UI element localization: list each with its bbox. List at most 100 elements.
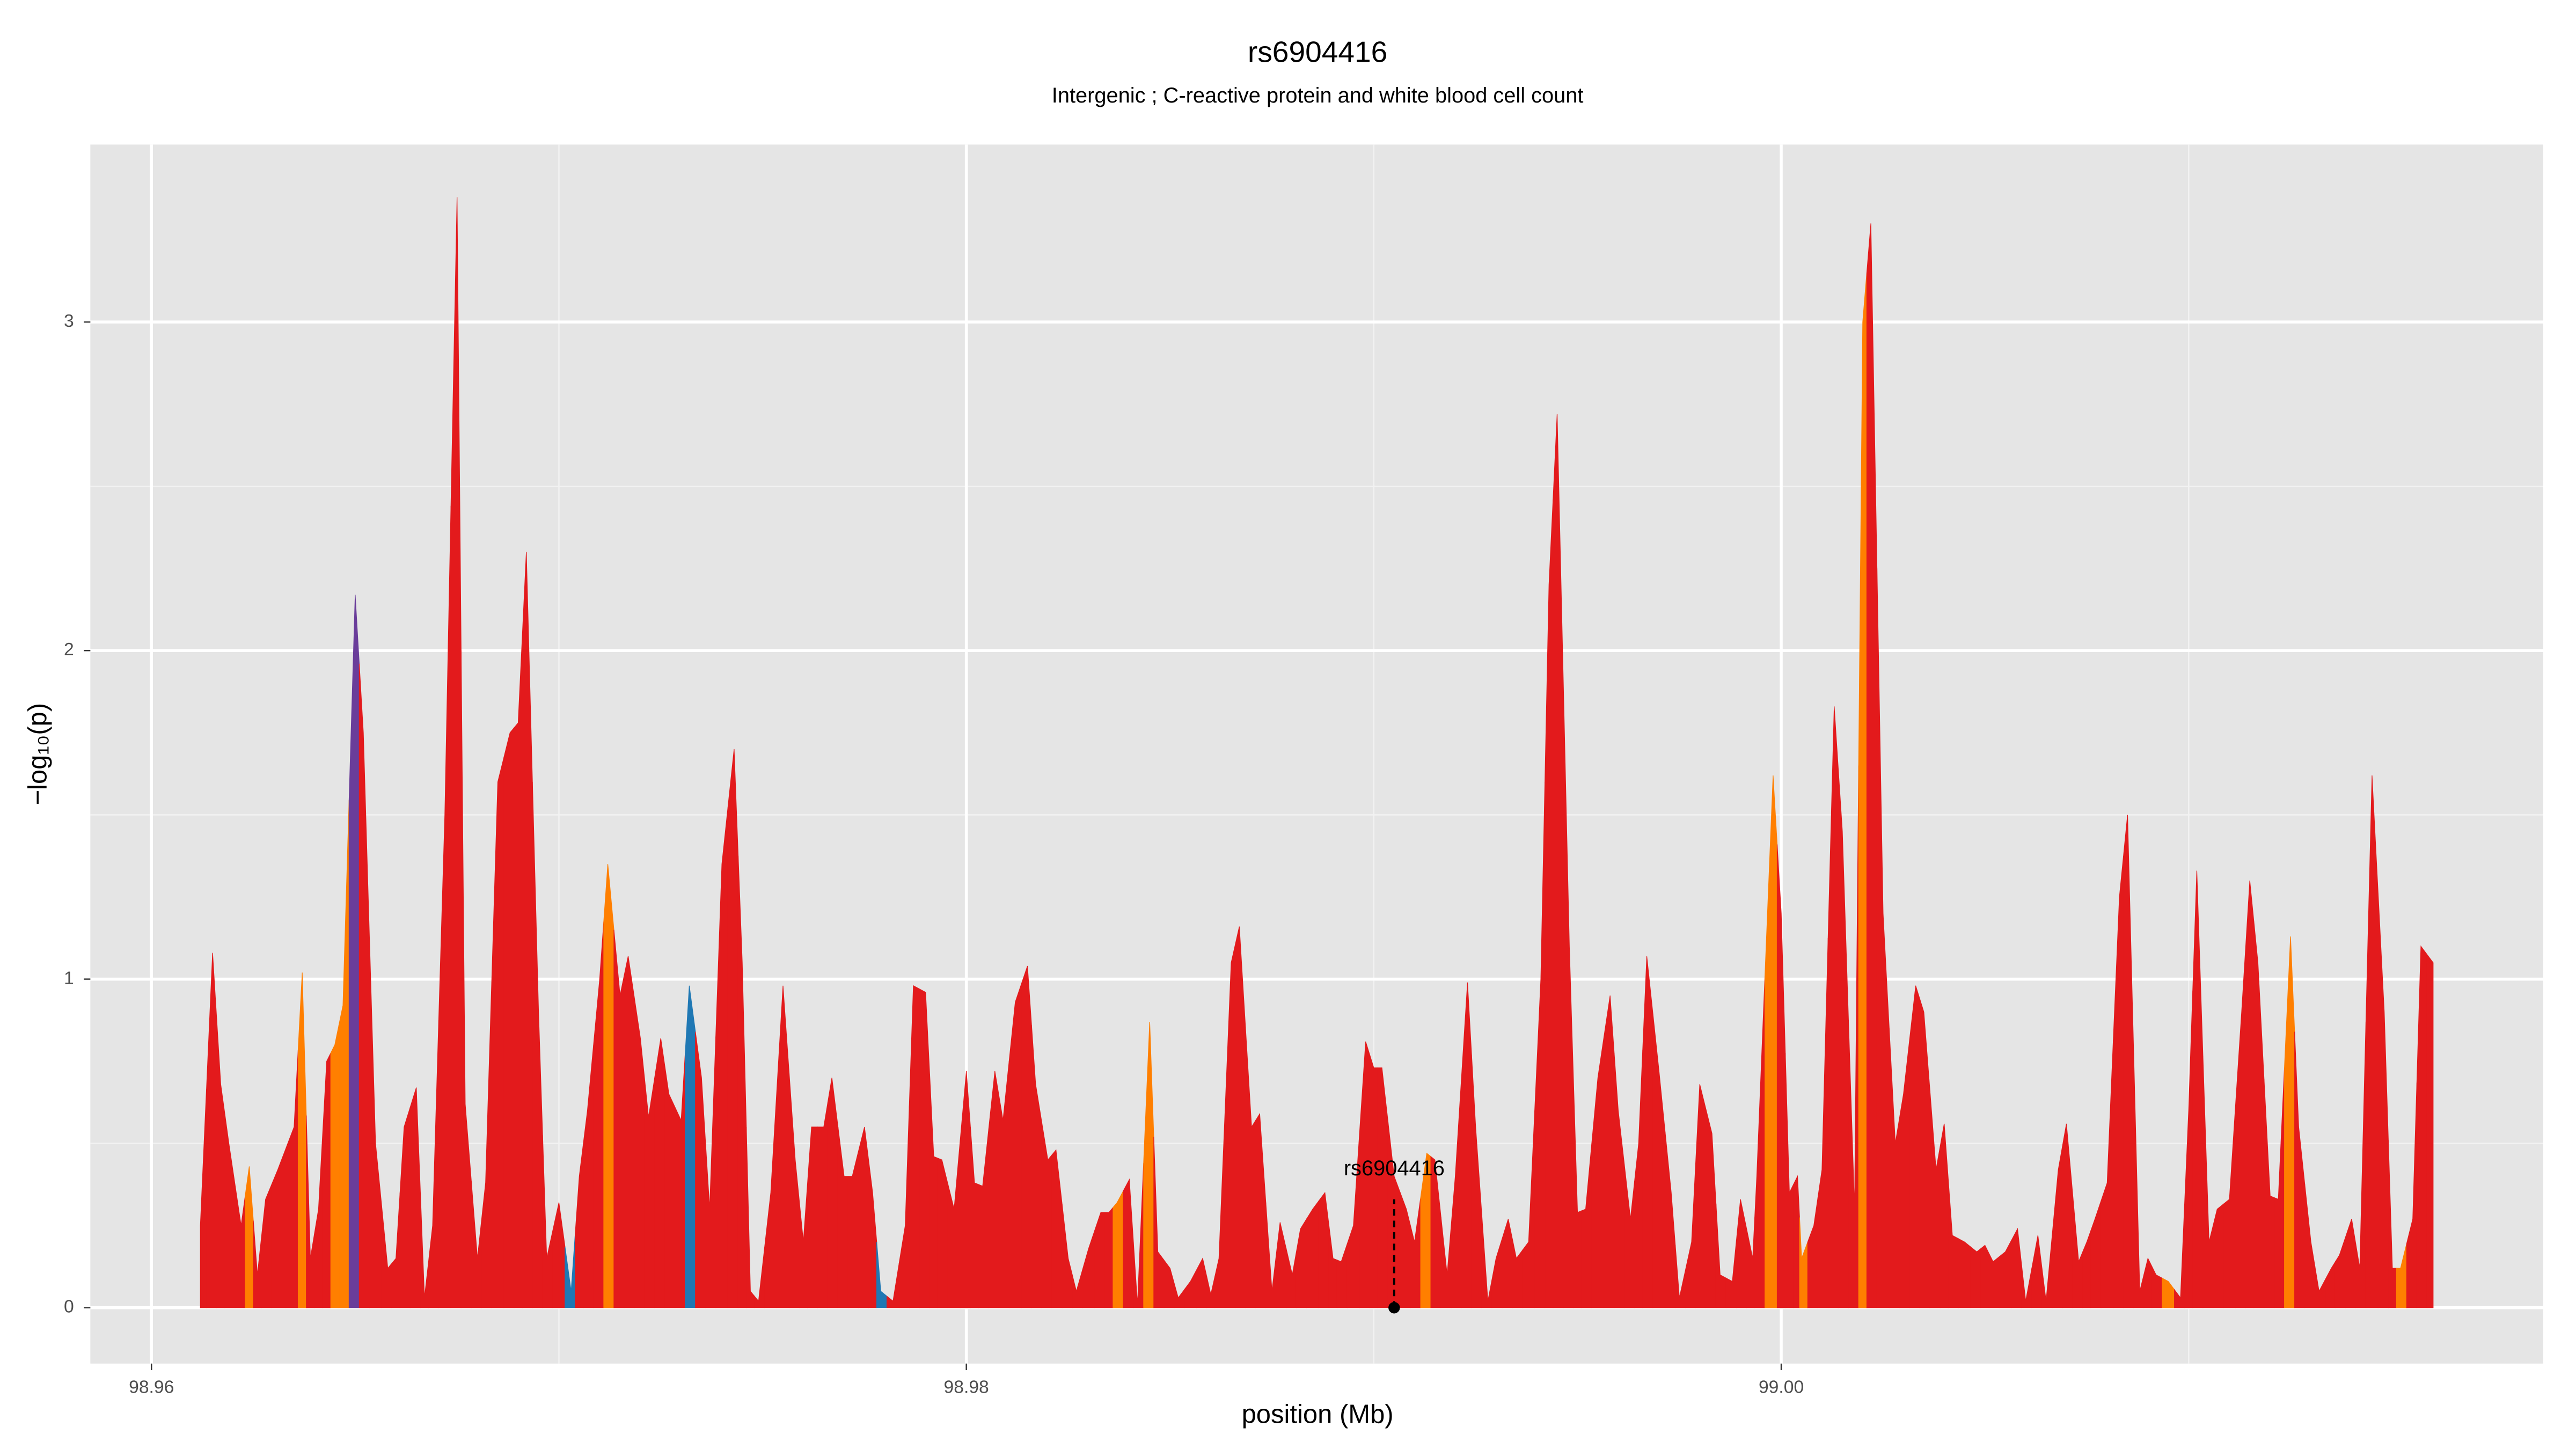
x-axis-label: position (Mb) (1242, 1400, 1394, 1429)
area-segment (358, 663, 370, 1308)
area-segment (2294, 1031, 2306, 1308)
area-segment (450, 197, 462, 1308)
y-axis-label: −log₁₀(p) (23, 703, 52, 806)
area-segment (420, 1192, 429, 1308)
area-segment (481, 982, 492, 1308)
area-segment (1980, 1245, 1989, 1308)
area-segment (868, 1160, 877, 1308)
area-segment (1174, 1283, 1185, 1308)
area-segment (1328, 1225, 1338, 1308)
area-segment (409, 1087, 421, 1308)
area-segment (2388, 1140, 2397, 1308)
area-segment (1940, 1123, 1949, 1308)
area-segment (2082, 1230, 2091, 1308)
area-segment (1255, 1113, 1267, 1308)
area-segment (1534, 782, 1546, 1308)
area-segment (438, 506, 451, 1308)
area-segment (988, 1071, 999, 1308)
area-segment (2274, 1067, 2285, 1308)
area-segment (644, 1078, 655, 1308)
area-segment (593, 921, 604, 1308)
area-segment (1062, 1204, 1073, 1308)
area-segment (399, 1107, 411, 1308)
area-segment (1041, 1122, 1052, 1308)
area-segment (245, 1166, 254, 1308)
area-segment (1286, 1248, 1297, 1308)
y-tick-label: 0 (64, 1297, 74, 1317)
annotations: rs6904416 (1344, 1157, 1445, 1314)
area-segment (491, 757, 504, 1308)
area-segment (1929, 1091, 1941, 1308)
area-segment (1817, 938, 1828, 1308)
area-segment (2253, 921, 2265, 1308)
area-segment (2162, 1277, 2175, 1308)
area-segment (460, 650, 472, 1308)
area-segment (1866, 223, 1878, 1308)
area-segment (1265, 1202, 1277, 1308)
area-segment (1306, 1199, 1319, 1308)
area-segment (1094, 1212, 1106, 1308)
area-segment (2416, 945, 2428, 1308)
area-segment (1245, 1027, 1256, 1308)
area-segment (206, 953, 217, 1308)
area-segment (2143, 1257, 2153, 1308)
area-segment (998, 1061, 1009, 1308)
area-segment (1082, 1230, 1095, 1308)
area-segment (583, 1044, 594, 1308)
area-segment (919, 988, 930, 1308)
area-segment (1909, 985, 1920, 1308)
area-segment (1420, 1152, 1431, 1308)
area-segment (1765, 775, 1778, 1308)
area (200, 197, 2434, 1308)
area-segment (2334, 1236, 2346, 1308)
area-segment (2113, 855, 2124, 1308)
area-segment (381, 1205, 392, 1308)
area-segment (1153, 1137, 1165, 1308)
area-segment (807, 1126, 818, 1308)
area-segment (1581, 1143, 1592, 1308)
area-segment (2021, 1265, 2032, 1308)
area-segment (1359, 1041, 1370, 1308)
area-segment (428, 1020, 440, 1308)
area-segment (1410, 1197, 1421, 1308)
area-segment (224, 1114, 236, 1308)
area-segment (1031, 1025, 1042, 1308)
area-segment (532, 782, 543, 1308)
area-segment (565, 1233, 576, 1308)
area-segment (2406, 1082, 2418, 1308)
area-segment (777, 985, 790, 1308)
area-segment (2315, 1267, 2326, 1308)
area-segment (1021, 965, 1032, 1308)
area-segment (1988, 1253, 2000, 1308)
area-segment (271, 1148, 287, 1308)
area-segment (1214, 1110, 1226, 1308)
area-segment (1471, 1055, 1482, 1308)
area-segment (575, 1143, 584, 1308)
area-segment (2304, 1184, 2316, 1308)
area-segment (1072, 1270, 1083, 1308)
area-segment (1276, 1222, 1287, 1308)
area-segment (2355, 1022, 2367, 1308)
area-segment (858, 1126, 869, 1308)
area-segment (2426, 953, 2434, 1308)
area-segment (929, 1074, 939, 1308)
area-segment (1184, 1270, 1197, 1308)
area-segment (1876, 568, 1890, 1308)
area-segment (603, 864, 614, 1308)
area-segment (338, 800, 350, 1308)
area-segment (1665, 1132, 1676, 1308)
area-segment (314, 1135, 323, 1308)
area-segment (235, 1184, 246, 1308)
area-segment (705, 1036, 716, 1308)
area-segment (2151, 1266, 2163, 1308)
area-segment (1206, 1276, 1216, 1308)
area-segment (1522, 1110, 1535, 1308)
area-segment (542, 1135, 553, 1308)
area-segment (1545, 499, 1554, 1308)
area-segment (1502, 1219, 1513, 1308)
area-segment (1133, 1163, 1144, 1308)
y-tick-label: 1 (64, 968, 74, 988)
area-segment (1143, 1022, 1154, 1308)
area-segment (1706, 1109, 1717, 1308)
area-segment (1051, 1149, 1063, 1308)
